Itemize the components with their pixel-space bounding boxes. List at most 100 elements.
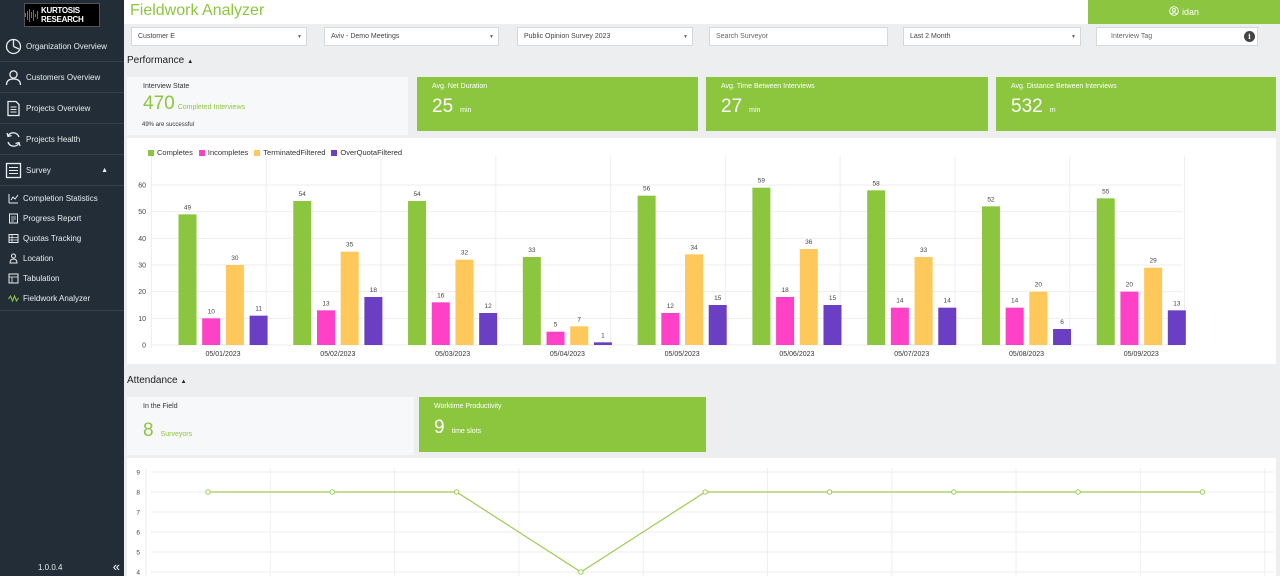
bar[interactable] [593,342,612,345]
bar[interactable] [914,257,933,345]
legend-label: Completes [157,148,193,157]
bar[interactable] [938,307,957,345]
line-point[interactable] [329,489,336,495]
kpi-number: 532 [1011,96,1043,117]
bar[interactable] [637,195,656,345]
period-select[interactable]: Last 2 Month ▼ [903,27,1081,46]
bar[interactable] [293,201,312,345]
bar[interactable] [225,265,244,345]
line-point[interactable] [453,489,460,495]
interview-state-label: Interview State [143,83,190,90]
x-tick-label: 05/05/2023 [665,351,700,358]
x-tick-label: 05/08/2023 [1009,351,1044,358]
y-tick-label: 20 [138,289,146,296]
sidebar-subitem-location[interactable]: Location [0,248,124,268]
bar[interactable] [1005,307,1024,345]
search-surveyor-input[interactable]: Search Surveyor [709,27,888,46]
interview-tag-input[interactable]: Interview Tag i [1096,27,1258,46]
bar[interactable] [364,297,383,345]
bar[interactable] [752,187,771,345]
bar[interactable] [867,190,886,345]
legend-label: OverQuotaFiltered [340,148,403,157]
bar[interactable] [708,305,727,345]
legend-item-incompletes[interactable]: Incompletes [198,148,248,157]
bar[interactable] [1053,329,1072,345]
sidebar-item-customers-overview[interactable]: Customers Overview [0,62,124,93]
bar[interactable] [178,214,197,345]
bar[interactable] [981,206,1000,345]
line-point[interactable] [578,569,584,575]
survey-select[interactable]: Public Opinion Survey 2023 ▼ [517,27,693,46]
sidebar-item-survey[interactable]: Survey ▲ [0,155,124,186]
bar[interactable] [316,310,335,345]
bar[interactable] [1167,310,1186,345]
line-point[interactable] [702,489,708,495]
sidebar-subitem-fieldwork-analyzer[interactable]: Fieldwork Analyzer [0,288,124,308]
y-tick-label: 8 [136,490,140,497]
sidebar-subitem-label: Location [23,253,54,263]
bar-value-label: 56 [643,186,651,193]
y-tick-label: 4 [136,570,140,576]
sidebar-subitem-progress-report[interactable]: Progress Report [0,208,124,228]
legend-swatch [198,149,205,156]
logo-wave-icon [25,8,38,22]
bar[interactable] [570,326,589,345]
kpi-card-distance-between: Avg. Distance Between Interviews 532 m [996,77,1276,131]
bar[interactable] [1096,198,1115,345]
performance-section-title[interactable]: Performance ▲ [127,55,193,66]
bar[interactable] [522,257,541,345]
bar-value-label: 11 [255,306,262,313]
kpi-card-time-between: Avg. Time Between Interviews 27 min [706,77,988,131]
productivity-card: Worktime Productivity 9 time slots [419,397,706,452]
sidebar-subitem-quotas-tracking[interactable]: Quotas Tracking [0,228,124,248]
bar[interactable] [249,315,268,345]
sidebar-item-projects-overview[interactable]: Projects Overview [0,93,124,124]
line-point[interactable] [1075,489,1081,495]
bar[interactable] [1144,267,1163,345]
list-icon [4,161,22,179]
expand-arrow-icon: ▲ [101,166,108,174]
bar[interactable] [890,307,909,345]
line-point[interactable] [951,489,957,495]
sidebar-item-projects-health[interactable]: Projects Health [0,124,124,155]
line-point[interactable] [1199,489,1206,495]
bar[interactable] [340,251,359,345]
x-tick-label: 05/06/2023 [779,351,814,358]
sidebar-subitem-label: Tabulation [23,273,60,283]
legend-item-completes[interactable]: Completes [148,148,193,157]
bar[interactable] [202,318,221,345]
collapse-sidebar-icon[interactable]: « [112,559,120,574]
bar[interactable] [479,313,498,345]
attendance-section-title[interactable]: Attendance ▲ [127,375,187,386]
project-select[interactable]: Aviv - Demo Meetings ▼ [324,27,499,46]
bar[interactable] [1120,291,1139,345]
bar[interactable] [408,201,427,345]
bar[interactable] [661,313,680,345]
bar[interactable] [823,305,842,345]
sidebar-item-organization-overview[interactable]: Organization Overview [0,31,124,62]
kpi-value: 532 m [1011,96,1056,118]
line-point[interactable] [826,489,833,495]
bar[interactable] [799,249,818,345]
customer-select[interactable]: Customer E ▼ [131,27,307,46]
user-menu-button[interactable]: idan [1088,0,1280,24]
line-point[interactable] [205,489,211,495]
x-tick-label: 05/02/2023 [320,351,355,358]
sidebar-subitem-completion-statistics[interactable]: Completion Statistics [0,188,124,208]
y-tick-label: 30 [138,263,146,270]
bar-value-label: 33 [920,247,928,254]
bar[interactable] [546,331,565,345]
legend-item-terminated[interactable]: TerminatedFiltered [254,148,325,157]
collapse-arrow-icon: ▲ [180,379,187,385]
sidebar-subitem-tabulation[interactable]: Tabulation [0,268,124,288]
bar[interactable] [455,259,474,345]
bar[interactable] [685,254,704,345]
bar-value-label: 15 [714,295,722,302]
in-field-number: 8 [143,420,154,441]
in-field-label: In the Field [143,403,178,410]
bar[interactable] [431,302,450,345]
bar[interactable] [1029,291,1048,345]
info-icon[interactable]: i [1244,31,1255,42]
bar[interactable] [776,297,795,345]
legend-item-overquota[interactable]: OverQuotaFiltered [331,148,402,157]
